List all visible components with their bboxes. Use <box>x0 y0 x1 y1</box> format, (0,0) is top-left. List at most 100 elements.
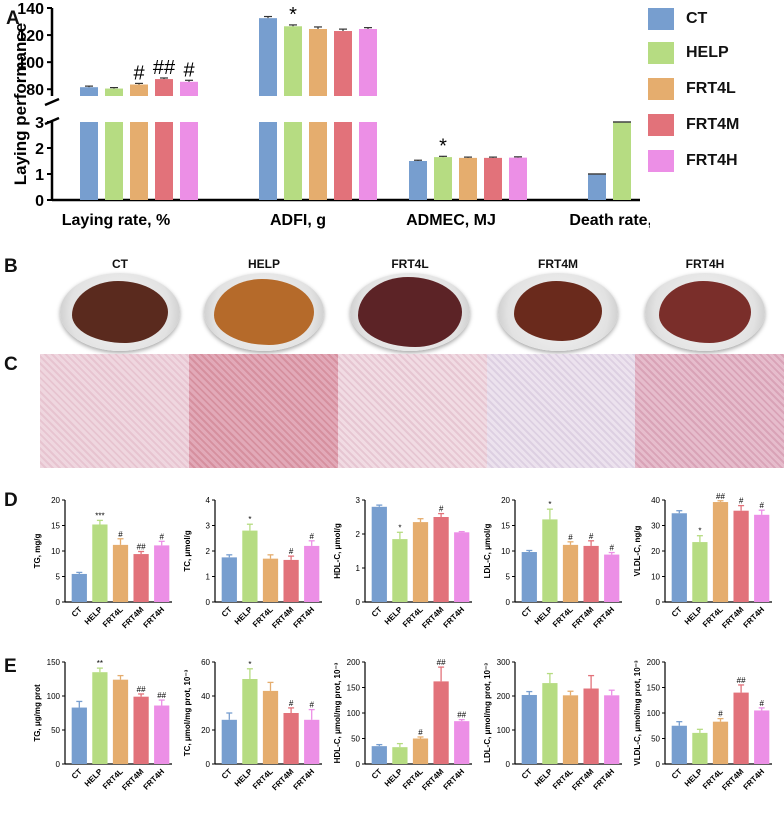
bar-D2-frt4m <box>283 559 299 602</box>
legend-swatch-frt4h <box>648 150 674 172</box>
category-label-D4: FRT4M <box>570 605 595 630</box>
tick-label-E3: 0 <box>356 760 361 769</box>
bar-D3-frt4l <box>412 522 429 602</box>
significance-label-D5: # <box>739 497 744 506</box>
tick-label-D1: 10 <box>51 547 60 556</box>
bar-E1-help <box>92 672 108 764</box>
category-label-E4: FRT4M <box>570 767 595 792</box>
tick-label-D5: 30 <box>651 522 660 531</box>
legend-swatch-ct <box>648 8 674 30</box>
bar-a-1-frt4l-upper <box>309 28 327 96</box>
bar-D3-frt4m <box>433 517 449 602</box>
significance-label-E2: # <box>309 701 314 710</box>
tick-label-D3: 1 <box>356 564 361 573</box>
liver-ct <box>72 281 168 343</box>
tick-label-D3: 0 <box>356 598 361 607</box>
category-label-D5: CT <box>670 605 684 619</box>
tick-label-E3: 50 <box>351 735 360 744</box>
tick-label-E1: 100 <box>47 692 61 701</box>
photo-title-frt4m: FRT4M <box>538 257 578 271</box>
bar-E1-frt4h <box>154 705 170 764</box>
significance-label-D4: # <box>609 544 614 553</box>
category-label-D1: FRT4M <box>120 605 145 630</box>
legend-swatch-frt4l <box>648 78 674 100</box>
y-axis-label-E1: TG, μg/mg prot <box>33 684 42 742</box>
panel-label-b: B <box>4 256 18 277</box>
bar-D5-ct <box>671 513 687 602</box>
y-axis-label-E3: HDL-C, μmol/mg prot, 10⁻³ <box>333 662 342 763</box>
bar-D3-frt4h <box>454 532 470 602</box>
bar-E1-frt4m <box>133 696 149 764</box>
category-label-a: ADMEC, MJ <box>406 212 496 229</box>
category-label-a: Death rate, % <box>569 212 650 229</box>
bar-E5-frt4l <box>712 721 729 764</box>
legend-item-frt4h: FRT4H <box>648 148 738 174</box>
tick-label-D5: 0 <box>656 598 661 607</box>
bar-E5-help <box>692 732 708 764</box>
bar-E4-help <box>542 683 558 764</box>
significance-label-D5: ## <box>716 492 725 501</box>
bar-E5-frt4h <box>754 710 770 764</box>
bar-a-0-frt4l-upper <box>130 84 148 96</box>
bar-D2-frt4h <box>304 545 320 602</box>
bar-a-1-help-upper <box>284 26 302 96</box>
category-label-D5: FRT4H <box>742 605 767 630</box>
tick-label-D2: 3 <box>206 522 211 531</box>
significance-label-a: * <box>289 4 297 26</box>
category-label-E5: FRT4H <box>742 767 767 792</box>
bar-a-0-frt4h-upper <box>180 81 198 96</box>
significance-label-a: # <box>183 59 195 81</box>
legend-label-help: HELP <box>686 44 729 61</box>
bar-a-1-frt4l <box>309 122 327 200</box>
bar-D1-frt4h <box>154 545 170 602</box>
y-axis-label-D3: HDL-C, μmol/g <box>333 523 342 579</box>
bar-D5-help <box>692 542 708 602</box>
significance-label-E3: ## <box>437 658 446 667</box>
bar-E4-frt4m <box>583 688 599 764</box>
tick-label-D5: 20 <box>651 547 660 556</box>
y-axis-label-D1: TG, mg/g <box>33 534 42 569</box>
panel-label-d: D <box>4 490 18 511</box>
liver-photo-ct <box>60 273 180 351</box>
legend-item-ct: CT <box>648 6 707 32</box>
bar-a-0-ct-upper <box>80 87 98 96</box>
bar-D4-help <box>542 519 558 602</box>
significance-label-a: # <box>133 62 145 84</box>
tick-label-E2: 40 <box>201 692 210 701</box>
y-axis-label-E5: VLDL-C, μmol/mg prot, 10⁻³ <box>633 660 642 765</box>
liver-help <box>214 279 314 345</box>
liver-photo-help <box>204 273 324 351</box>
tick-label-E3: 150 <box>347 684 361 693</box>
bar-a-0-ct <box>80 122 98 200</box>
bar-a-0-frt4h <box>180 122 198 200</box>
category-label-E3: FRT4H <box>442 767 467 792</box>
tick-label-D3: 2 <box>356 530 361 539</box>
category-label-E2: FRT4H <box>292 767 317 792</box>
bar-D3-help <box>392 539 408 602</box>
significance-label-D2: * <box>248 515 251 524</box>
category-label-D4: FRT4H <box>592 605 617 630</box>
bar-E4-frt4l <box>562 695 579 764</box>
panel-label-c: C <box>4 354 18 375</box>
category-label-E2: FRT4M <box>270 767 295 792</box>
significance-label-D3: * <box>398 523 401 532</box>
y-axis-label-D2: TC, μmol/g <box>183 530 192 571</box>
bar-E1-ct <box>71 707 87 764</box>
tick-label-D5: 40 <box>651 496 660 505</box>
tick-label-a: 1 <box>35 167 44 184</box>
tick-label-E2: 0 <box>206 760 211 769</box>
category-label-D2: CT <box>220 605 234 619</box>
bar-a-1-frt4m-upper <box>334 31 352 97</box>
tick-label-D2: 1 <box>206 573 211 582</box>
category-label-E5: CT <box>670 767 684 781</box>
significance-label-E5: # <box>718 710 723 719</box>
category-label-E4: FRT4H <box>592 767 617 792</box>
y-axis-label-D5: VLDL-C, ng/g <box>633 526 642 577</box>
bar-a-1-ct <box>259 122 277 200</box>
category-label-D5: FRT4M <box>720 605 745 630</box>
liver-photo-frt4l <box>350 273 470 351</box>
significance-label-a: ## <box>153 57 176 79</box>
